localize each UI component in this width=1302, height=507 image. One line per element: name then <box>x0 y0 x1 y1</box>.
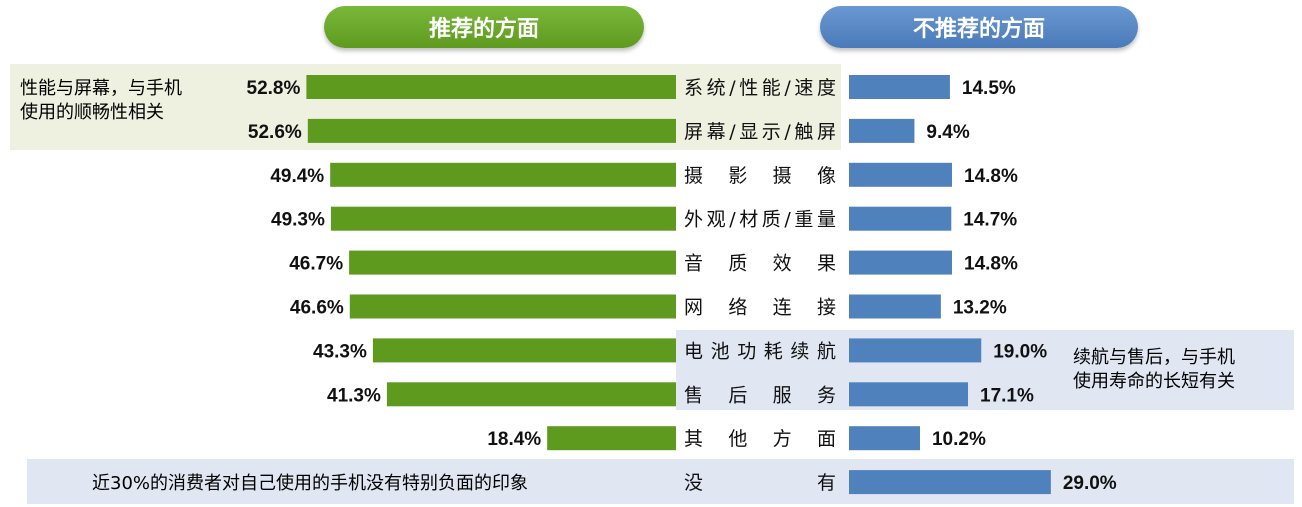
recommended-value-label: 49.4% <box>270 166 324 187</box>
recommended-value-label: 46.6% <box>290 298 344 319</box>
category-label: 没 有 <box>684 472 836 494</box>
recommended-bar <box>307 118 676 143</box>
not-recommended-bar <box>849 162 953 187</box>
category-label: 屏幕/显示/触屏 <box>684 121 836 143</box>
not-recommended-value-label: 9.4% <box>926 122 969 143</box>
not-recommended-bar <box>849 294 941 319</box>
not-recommended-value-label: 17.1% <box>980 385 1034 406</box>
not-recommended-value-label: 19.0% <box>993 341 1047 362</box>
category-label: 摄 影 摄 像 <box>684 165 836 187</box>
not-recommended-bar <box>849 118 915 143</box>
note-mid-line-1: 续航与售后，与手机 <box>1073 347 1235 368</box>
not-recommended-value-label: 14.5% <box>962 78 1016 99</box>
note-top-line-2: 使用的顺畅性相关 <box>20 102 164 123</box>
recommended-bar <box>306 75 676 99</box>
note-mid-line-2: 使用寿命的长短有关 <box>1073 371 1235 392</box>
note-performance-screen: 性能与屏幕，与手机 使用的顺畅性相关 <box>20 77 182 125</box>
note-no-negative: 近30%的消费者对自己使用的手机没有特别负面的印象 <box>92 473 529 494</box>
category-label: 其 他 方 面 <box>684 428 836 450</box>
category-label: 网 络 连 接 <box>684 297 836 319</box>
not-recommended-value-label: 14.7% <box>963 210 1017 231</box>
not-recommended-bar <box>849 75 950 99</box>
not-recommended-value-label: 10.2% <box>932 429 986 450</box>
highlight-none <box>27 459 1294 504</box>
recommended-bar <box>349 294 676 319</box>
not-recommended-value-label: 29.0% <box>1063 473 1117 494</box>
not-recommended-bar <box>849 338 982 363</box>
not-recommended-value-label: 13.2% <box>953 298 1007 319</box>
not-recommended-bar <box>849 426 920 451</box>
not-recommended-bar <box>849 470 1051 495</box>
recommended-value-label: 52.6% <box>248 122 302 143</box>
category-label: 音 质 效 果 <box>684 253 836 275</box>
recommended-bar <box>386 382 676 407</box>
recommended-value-label: 49.3% <box>271 210 325 231</box>
recommended-header: 推荐的方面 <box>324 6 644 48</box>
recommended-value-label: 52.8% <box>247 78 301 99</box>
recommended-value-label: 46.7% <box>289 254 343 275</box>
not-recommended-bar <box>849 382 969 407</box>
recommended-bar <box>349 250 676 275</box>
not-recommended-bar <box>849 206 952 231</box>
note-top-line-1: 性能与屏幕，与手机 <box>20 78 182 99</box>
not-recommended-header: 不推荐的方面 <box>820 6 1138 48</box>
recommended-bar <box>330 206 676 231</box>
note-battery-service: 续航与售后，与手机 使用寿命的长短有关 <box>1073 346 1235 394</box>
category-label: 售 后 服 务 <box>684 384 836 406</box>
recommended-bar <box>330 162 676 187</box>
recommended-value-label: 41.3% <box>327 385 381 406</box>
recommended-bar <box>372 338 676 363</box>
recommended-value-label: 18.4% <box>487 429 541 450</box>
category-label: 系统/性能/速度 <box>684 77 836 99</box>
recommended-bar <box>547 426 676 451</box>
category-label: 外观/材质/重量 <box>684 209 836 231</box>
not-recommended-value-label: 14.8% <box>964 254 1018 275</box>
not-recommended-value-label: 14.8% <box>964 166 1018 187</box>
category-label: 电池功耗续航 <box>684 340 836 362</box>
highlight-battery-service <box>676 330 1294 410</box>
not-recommended-bar <box>849 250 953 275</box>
recommended-value-label: 43.3% <box>313 341 367 362</box>
